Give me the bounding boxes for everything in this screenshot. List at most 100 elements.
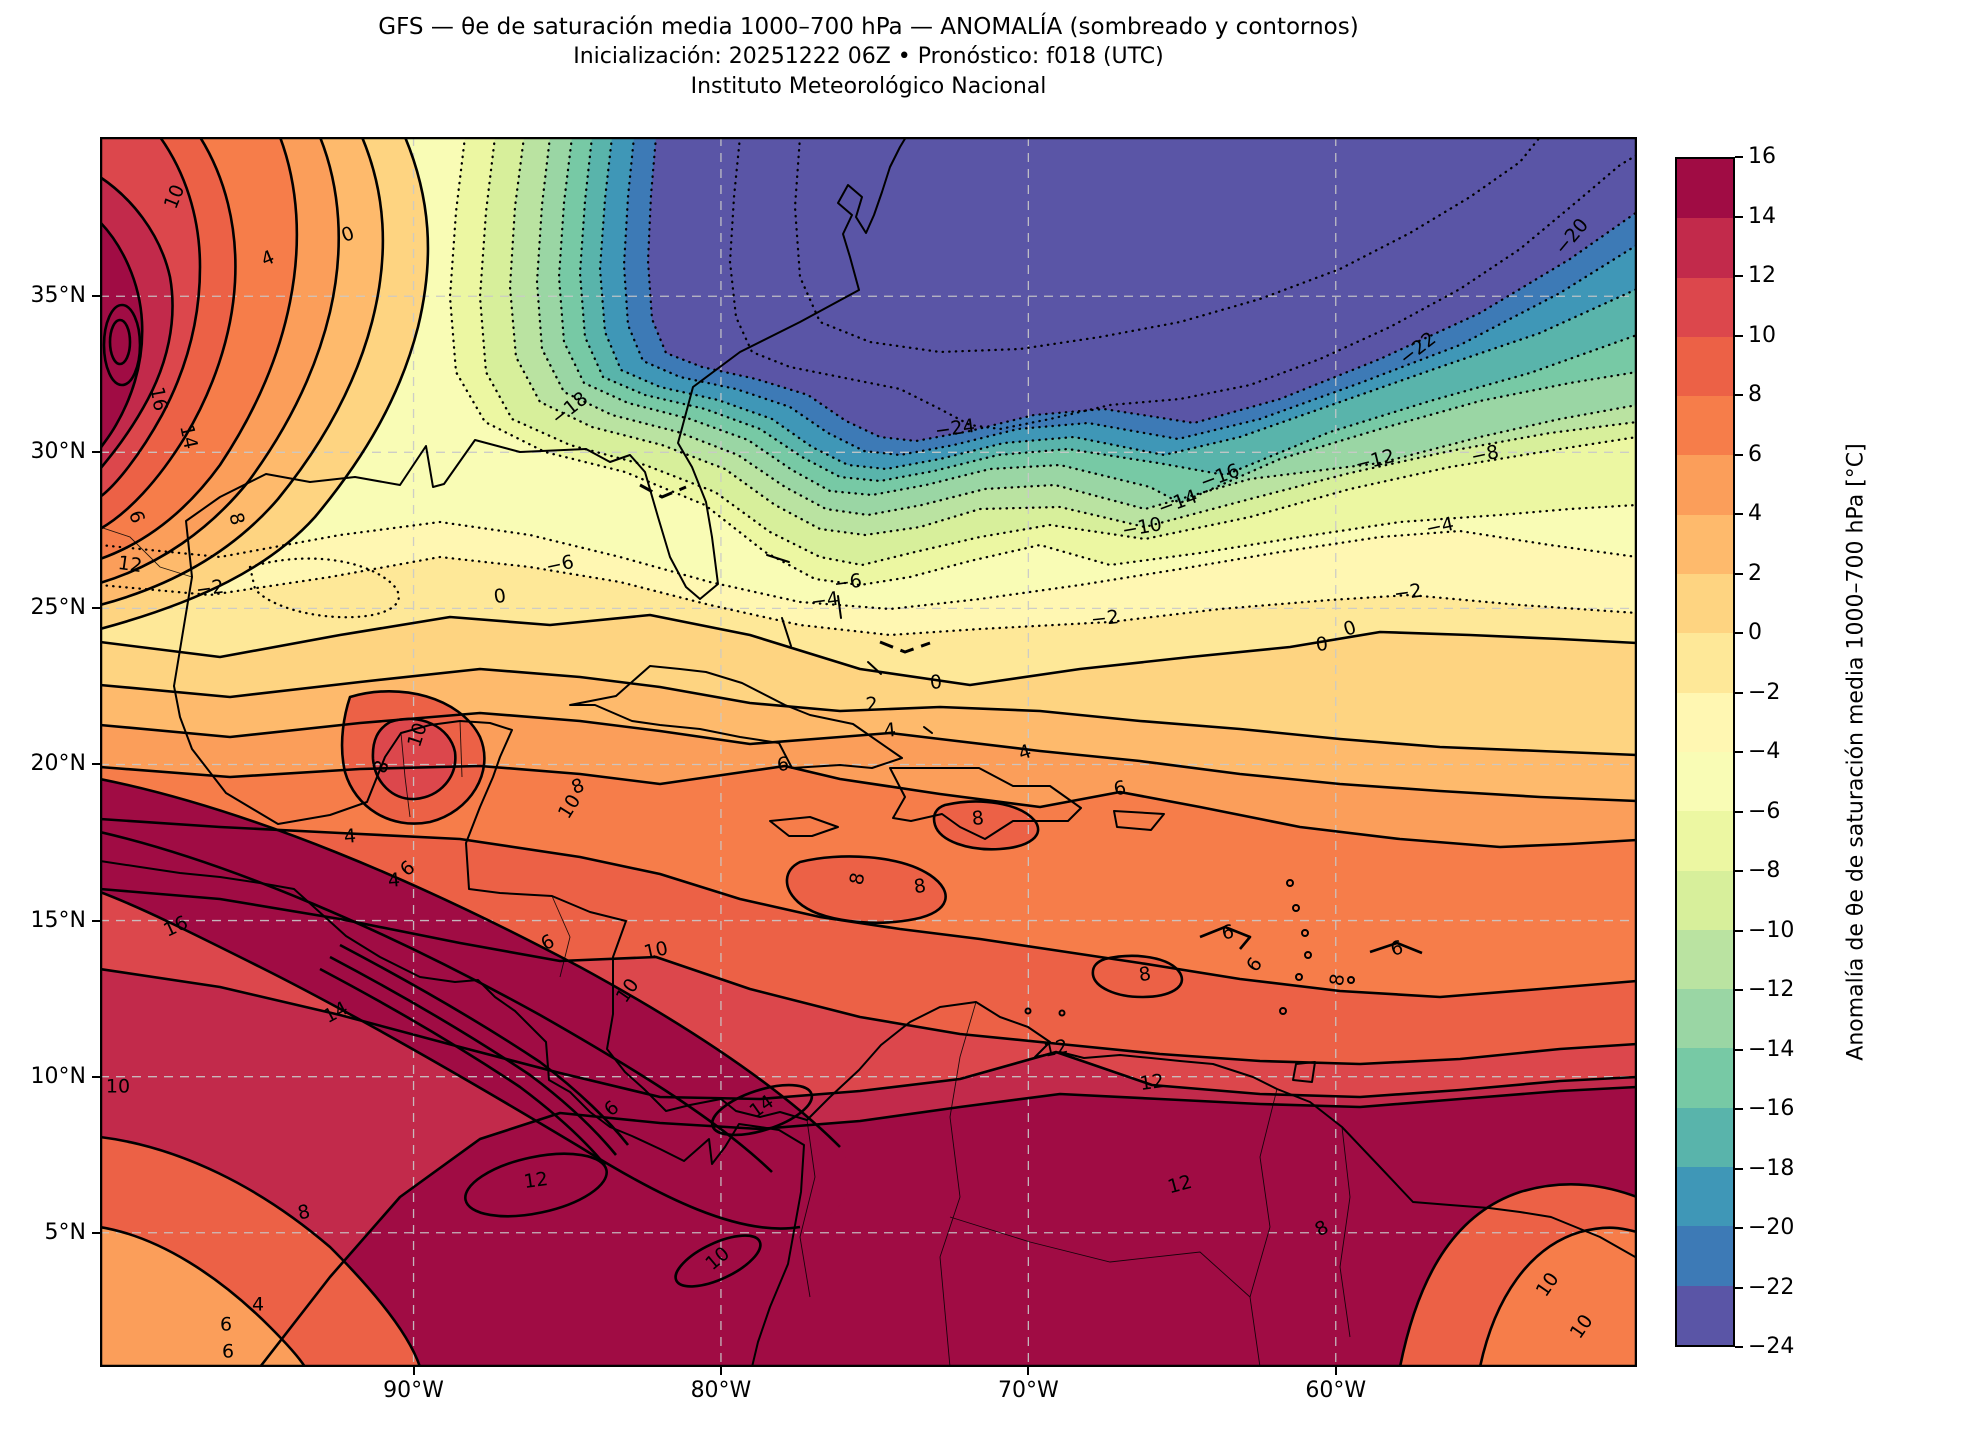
colorbar-tick-label: −10: [1748, 917, 1795, 943]
colorbar-cell: [1677, 336, 1733, 397]
y-tick-label: 25°N: [30, 595, 86, 621]
colorbar-tick-label: 4: [1748, 501, 1762, 526]
coastlines: [100, 137, 1637, 1367]
colorbar-tick-mark: [1735, 215, 1743, 218]
colorbar-cell: [1677, 929, 1733, 990]
contour-label: 8: [1137, 963, 1152, 986]
colorbar-tick-mark: [1735, 632, 1743, 634]
colorbar-tick-label: 12: [1748, 263, 1776, 288]
colorbar-tick-mark: [1735, 1048, 1743, 1051]
y-tick-label: 30°N: [30, 439, 86, 465]
contour-label: 8: [296, 1200, 312, 1224]
contour-label: 8: [1326, 972, 1350, 988]
colorbar-tick-mark: [1735, 156, 1743, 158]
colorbar-tick-mark: [1735, 1167, 1743, 1170]
colorbar-cell: [1677, 1226, 1733, 1286]
chart-subtitle: Inicialización: 20251222 06Z • Pronóstic…: [573, 44, 1164, 69]
colorbar-cell: [1677, 218, 1733, 278]
colorbar-tick-mark: [1735, 334, 1743, 337]
colorbar-cell: [1677, 574, 1733, 634]
colorbar-tick-label: −24: [1748, 1334, 1795, 1359]
contour-label: 6: [1388, 936, 1405, 960]
colorbar-tick-label: −16: [1748, 1096, 1795, 1121]
colorbar-tick-label: 16: [1748, 144, 1776, 169]
x-tick-label: 70°W: [997, 1378, 1059, 1403]
contour-label: 10: [642, 937, 670, 964]
colorbar-cell: [1677, 1048, 1733, 1108]
colorbar-cell: [1677, 692, 1733, 752]
colorbar-tick-label: −22: [1748, 1274, 1795, 1300]
contour-label: 8: [845, 871, 869, 887]
contour-label: 6: [220, 1314, 232, 1336]
contour-label: −2: [1090, 606, 1120, 631]
map-border: [100, 137, 1637, 1367]
colorbar-cell: [1677, 1107, 1733, 1168]
colorbar-tick-mark: [1735, 870, 1743, 872]
y-tick-mark: [92, 763, 100, 766]
colorbar-tick-mark: [1735, 929, 1743, 932]
colorbar-tick-label: −14: [1748, 1036, 1795, 1062]
contour-label: 4: [343, 825, 357, 848]
colorbar-tick-mark: [1735, 275, 1743, 277]
x-tick-mark: [719, 1367, 722, 1375]
gridlines: [100, 137, 1637, 1367]
colorbar-cell: [1677, 1285, 1733, 1345]
contour-label: 0: [1314, 633, 1329, 656]
contour-label: −2: [195, 576, 226, 602]
colorbar-cell: [1677, 870, 1733, 930]
contour-label: 4: [252, 1294, 264, 1316]
contour-label: 4: [883, 719, 897, 742]
contour-label: 4: [387, 869, 401, 892]
colorbar-tick-label: −18: [1748, 1155, 1795, 1181]
colorbar-tick-mark: [1735, 1108, 1743, 1110]
chart-credit: Instituto Meteorológico Nacional: [690, 74, 1047, 99]
colorbar-cell: [1677, 633, 1733, 693]
contour-label: −2: [1393, 580, 1424, 606]
contour-label: 10: [106, 1076, 130, 1098]
colorbar-cell: [1677, 455, 1733, 515]
colorbar-tick-label: −8: [1748, 858, 1781, 883]
colorbar-tick-mark: [1735, 572, 1743, 575]
chart-title: GFS — θe de saturación media 1000–700 hP…: [378, 14, 1359, 40]
colorbar-cell: [1677, 751, 1733, 812]
contour-label: 8: [971, 807, 985, 830]
colorbar-tick-label: 10: [1748, 322, 1776, 348]
colorbar-tick-mark: [1735, 394, 1743, 396]
x-tick-mark: [412, 1367, 415, 1375]
colorbar-tick-label: 14: [1748, 203, 1776, 229]
contour-label: 12: [522, 1168, 549, 1193]
colorbar-cell: [1677, 514, 1733, 575]
contour-label: 12: [117, 552, 144, 577]
colorbar-tick-mark: [1735, 453, 1743, 456]
contour-label: 12: [1138, 1070, 1165, 1095]
colorbar-tick-label: −4: [1748, 739, 1781, 764]
colorbar: [1675, 157, 1735, 1347]
colorbar-label: Anomalía de θe de saturación media 1000–…: [1843, 443, 1869, 1061]
colorbar-cell: [1677, 277, 1733, 337]
y-tick-label: 15°N: [30, 907, 86, 933]
y-tick-mark: [92, 919, 100, 922]
y-tick-mark: [92, 1075, 100, 1078]
y-tick-mark: [92, 1231, 100, 1234]
y-tick-mark: [92, 451, 100, 454]
colorbar-tick-mark: [1735, 1286, 1743, 1289]
x-tick-label: 80°W: [690, 1378, 752, 1403]
contour-label: 6: [1220, 921, 1236, 945]
positive-contour-lines: [100, 137, 1637, 1367]
colorbar-tick-label: −12: [1748, 977, 1795, 1002]
colorbar-tick-label: 6: [1748, 441, 1762, 467]
colorbar-cell: [1677, 159, 1733, 219]
y-tick-label: 35°N: [30, 283, 86, 309]
colorbar-tick-mark: [1735, 691, 1743, 694]
colorbar-cell: [1677, 989, 1733, 1049]
colorbar-tick-label: −20: [1748, 1215, 1795, 1240]
contour-label: 8: [224, 510, 248, 527]
colorbar-tick-label: −2: [1748, 679, 1781, 705]
contour-label: 6: [776, 753, 790, 776]
contour-label: −4: [810, 588, 841, 614]
contour-label: 8: [912, 875, 927, 898]
y-tick-mark: [92, 607, 100, 610]
contour-label: 12: [1042, 1035, 1070, 1062]
